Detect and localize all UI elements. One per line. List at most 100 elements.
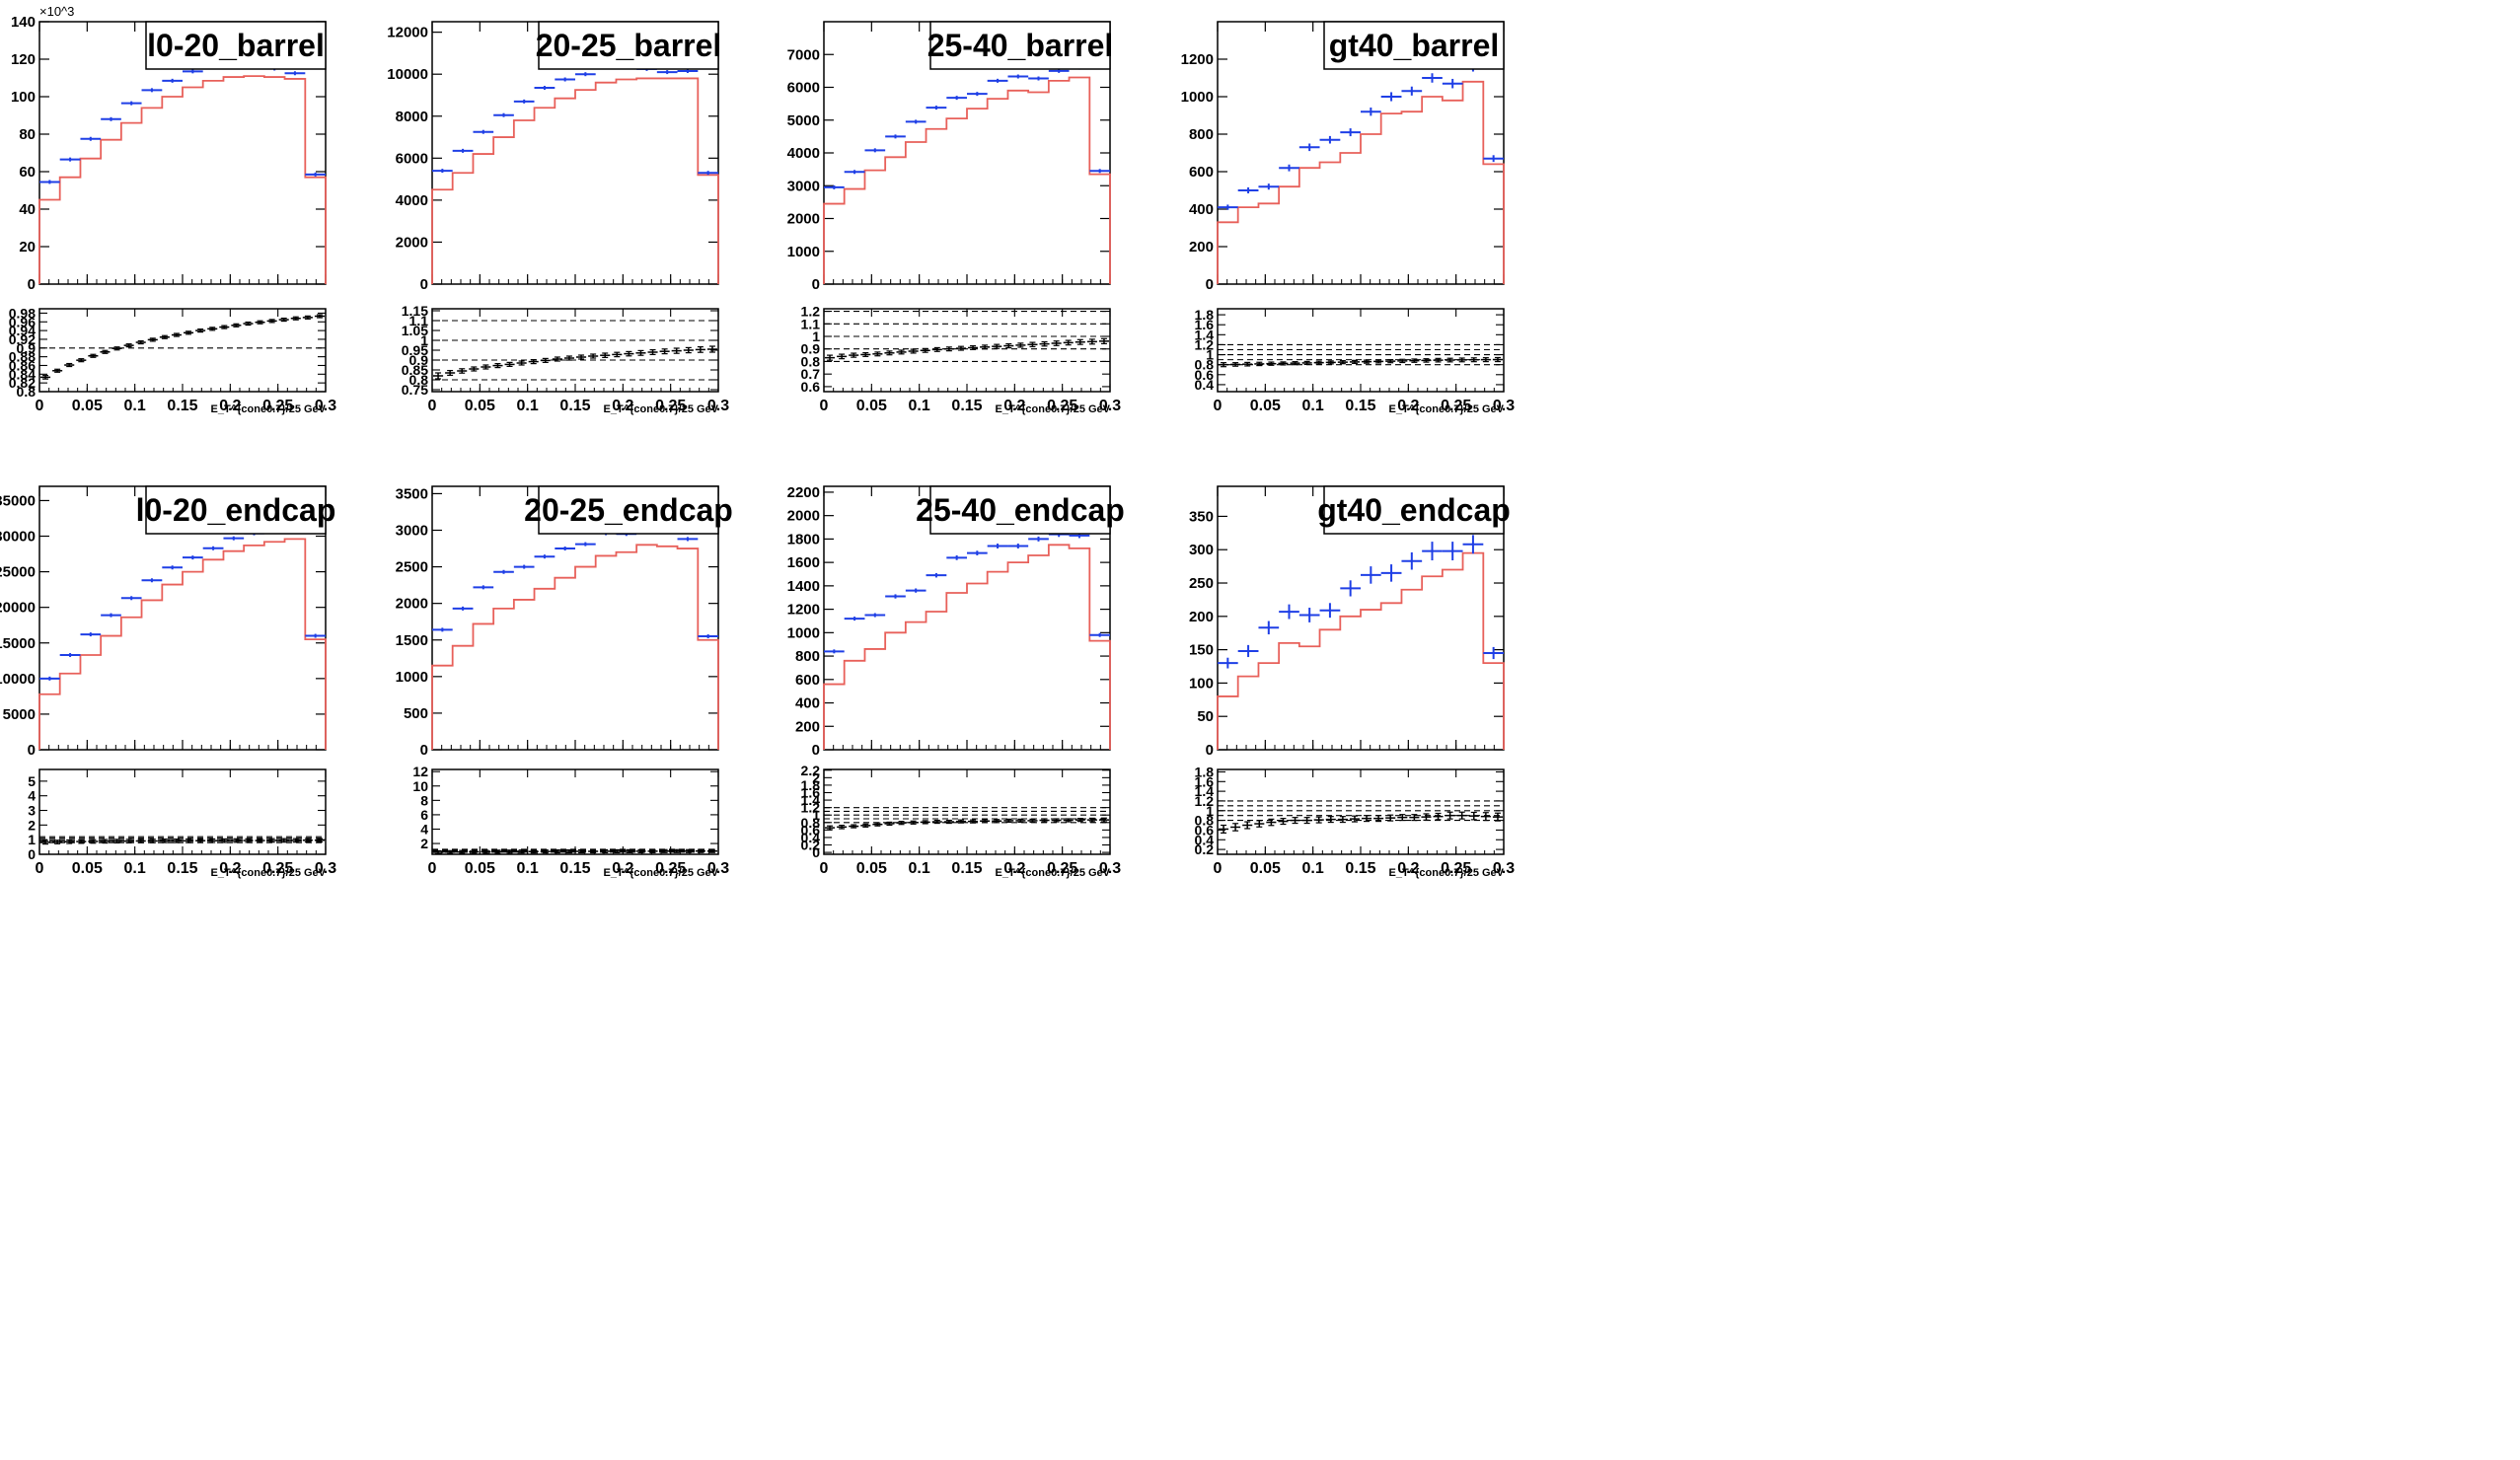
ratio-point [457, 368, 468, 374]
ratio-point [1242, 361, 1253, 367]
ratio-point [588, 353, 599, 359]
data-point [905, 588, 926, 593]
ratio-point [920, 347, 930, 353]
y-tick-label: 100 [11, 89, 36, 106]
ratio-y-tick-label: 4 [420, 821, 428, 837]
panel-25-40_barrel: 0 1000 2000 3000 4000 5000 6000 7000 25-40_barre… [787, 21, 1121, 415]
ratio-point [1003, 818, 1014, 824]
ratio-point [552, 848, 562, 854]
ratio-point [1480, 812, 1491, 822]
ratio-point [1385, 358, 1396, 364]
data-point [1298, 608, 1320, 622]
ratio-point [52, 368, 63, 373]
ratio-point [1039, 818, 1050, 823]
ratio-point [825, 825, 836, 831]
x-tick-label: 0 [428, 860, 437, 877]
ratio-y-tick-label: 1.15 [402, 303, 428, 319]
ratio-point [1456, 357, 1467, 363]
ratio-point [931, 346, 942, 352]
ratio-point [837, 353, 848, 360]
ratio-point [64, 362, 75, 368]
ratio-y-tick-label: 1.2 [801, 304, 821, 320]
ratio-point [76, 358, 87, 363]
mc-step-histogram [38, 75, 327, 284]
ratio-point [516, 849, 527, 854]
x-tick-label: 0 [36, 398, 44, 414]
y-tick-label: 6000 [396, 150, 428, 167]
data-point [1237, 186, 1259, 194]
ratio-point [1373, 359, 1384, 364]
data-point [946, 555, 967, 560]
y-tick-label: 2000 [396, 234, 428, 251]
panel-title: 20-25_barrel [536, 28, 722, 63]
y-tick-label: 12000 [387, 25, 428, 41]
y-tick-label: 500 [404, 705, 428, 722]
data-point [1028, 76, 1049, 81]
ratio-y-tick-label: 1 [420, 332, 428, 348]
data-point [183, 69, 203, 74]
data-point [844, 617, 865, 621]
ratio-y-tick-label: 1.4 [1195, 783, 1215, 799]
ratio-point [231, 838, 242, 843]
ratio-y-tick-label: 1.1 [801, 316, 821, 331]
y-tick-label: 800 [1189, 126, 1214, 143]
ratio-y-tick-label: 0.82 [9, 375, 36, 391]
y-tick-label: 0 [420, 276, 428, 293]
data-point [59, 157, 81, 162]
x-tick-label: 0.15 [951, 860, 982, 877]
ratio-point [552, 356, 562, 362]
data-point [513, 99, 535, 104]
ratio-y-tick-label: 0.6 [1195, 367, 1215, 383]
data-point [1380, 92, 1402, 102]
ratio-point [1051, 340, 1062, 346]
panel-title: 20-25_endcap [524, 492, 733, 528]
data-point [80, 136, 102, 141]
ratio-point [195, 328, 206, 333]
ratio-point [171, 838, 182, 843]
ratio-y-tick-label: 0.95 [402, 342, 428, 358]
ratio-point [908, 820, 919, 825]
x-tick-label: 0.05 [856, 860, 887, 877]
x-tick-label: 0.1 [124, 398, 146, 414]
y-tick-label: 7000 [787, 46, 820, 63]
data-point [555, 77, 575, 82]
data-point [987, 544, 1008, 549]
ratio-point [40, 375, 51, 380]
x-axis-label: E_T^{cone0.7}/25 GeV [604, 867, 719, 879]
ratio-y-tick-label: 2 [812, 769, 820, 785]
y-tick-label: 0 [28, 276, 36, 293]
ratio-point [1086, 817, 1097, 823]
ratio-point [302, 315, 313, 320]
data-point [432, 169, 453, 174]
ratio-point [1362, 815, 1372, 823]
data-point [120, 596, 142, 601]
ratio-point [872, 822, 883, 827]
title-box-frame [538, 485, 719, 535]
ratio-y-tick-label: 0.96 [9, 314, 36, 329]
ratio-y-tick-label: 0.2 [801, 838, 821, 853]
panel-title-box: l0-20_endcap [136, 485, 335, 535]
x-tick-label: 0.2 [219, 860, 241, 877]
x-tick-label: 0.3 [1493, 398, 1515, 414]
x-tick-label: 0.25 [1441, 398, 1471, 414]
y-tick-label: 2200 [787, 484, 820, 501]
ratio-y-tick-label: 1 [812, 328, 820, 344]
data-point [844, 170, 865, 175]
data-point [1089, 632, 1110, 637]
data-point [926, 572, 947, 578]
ratio-point [207, 327, 218, 331]
ratio-y-tick-label: 1.6 [801, 784, 821, 800]
ratio-point [1003, 342, 1014, 349]
ratio-point [1051, 818, 1062, 823]
x-tick-label: 0.15 [167, 398, 197, 414]
y-tick-label: 0 [812, 276, 820, 293]
data-point [202, 546, 224, 550]
x-tick-label: 0.25 [1047, 860, 1077, 877]
data-point [162, 565, 183, 570]
ratio-point [600, 848, 611, 854]
x-tick-label: 0 [1214, 860, 1223, 877]
ratio-plot-frame [431, 768, 719, 855]
y-tick-label: 3000 [396, 523, 428, 540]
